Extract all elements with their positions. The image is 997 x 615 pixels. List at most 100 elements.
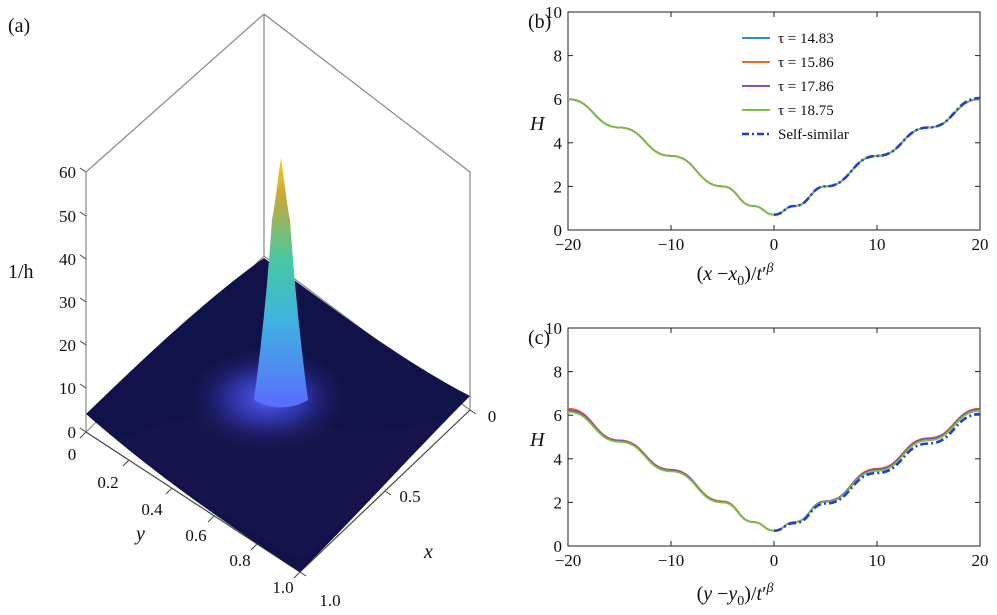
ytick-label-b-1: 2 bbox=[554, 177, 563, 196]
z-tick-0: 0 bbox=[68, 423, 87, 442]
plot-area-c bbox=[567, 327, 981, 547]
z-tick-60: 60 bbox=[59, 163, 87, 182]
y-tick-1.0: 1.0 bbox=[272, 571, 301, 597]
x-axis: 0 0.5 1.0 x bbox=[299, 407, 497, 610]
svg-text:τ = 18.75: τ = 18.75 bbox=[778, 103, 834, 119]
series-line-c-1 bbox=[567, 407, 981, 532]
xtick-label-c-1: −10 bbox=[658, 551, 685, 570]
x-axis-label: x bbox=[423, 541, 433, 563]
svg-text:40: 40 bbox=[59, 250, 76, 269]
z-tick-50: 50 bbox=[59, 207, 87, 226]
series-line-b-4 bbox=[773, 96, 981, 216]
z-tick-40: 40 bbox=[59, 250, 87, 269]
series-line-c-0 bbox=[567, 408, 981, 532]
lines-b bbox=[567, 96, 981, 216]
ytick-label-b-2: 4 bbox=[554, 134, 563, 153]
y-tick-0.2: 0.2 bbox=[97, 459, 130, 492]
ytick-label-c-1: 2 bbox=[554, 493, 563, 512]
axis-ylabel-b: H bbox=[529, 113, 546, 135]
z-tick-10: 10 bbox=[59, 379, 87, 398]
series-line-b-0 bbox=[567, 98, 981, 216]
svg-text:1.0: 1.0 bbox=[319, 591, 340, 610]
series-line-b-2 bbox=[567, 98, 981, 216]
axis-ylabel-c: H bbox=[529, 429, 546, 451]
z-tick-30: 30 bbox=[59, 293, 87, 312]
legend-entry-tau3: τ = 17.86 bbox=[742, 79, 834, 95]
ytick-label-b-4: 8 bbox=[554, 47, 563, 66]
svg-text:0.5: 0.5 bbox=[399, 487, 420, 506]
ticks-c: −20 −10 0 10 20 0 2 4 6 8 10 bbox=[545, 319, 989, 570]
svg-text:50: 50 bbox=[59, 207, 76, 226]
svg-text:τ = 14.83: τ = 14.83 bbox=[778, 31, 834, 47]
ytick-label-c-5: 10 bbox=[545, 319, 562, 338]
axis-xlabel-c: (y −y0)/t′β bbox=[697, 581, 774, 609]
series-line-c-4 bbox=[773, 412, 981, 532]
box-edge-front-y bbox=[85, 431, 301, 573]
series-line-c-3 bbox=[567, 409, 981, 532]
xtick-label-c-4: 20 bbox=[972, 551, 989, 570]
y-tick-0.8: 0.8 bbox=[229, 543, 258, 570]
svg-text:1.0: 1.0 bbox=[272, 578, 293, 597]
panel-a-label: (a) bbox=[8, 15, 30, 37]
y-tick-0: 0 bbox=[68, 431, 87, 464]
svg-text:τ = 17.86: τ = 17.86 bbox=[778, 79, 834, 95]
ytick-label-c-4: 8 bbox=[554, 363, 563, 382]
legend-b: τ = 14.83 τ = 15.86 τ = 17.86 τ = 18.75 … bbox=[742, 31, 849, 143]
z-axis: 0 10 20 30 40 50 60 1/h bbox=[8, 163, 87, 442]
axis-xlabel-b: (x −x0)/t′β bbox=[697, 261, 774, 289]
xtick-label-b-0: −20 bbox=[555, 235, 582, 254]
legend-entry-tau1: τ = 14.83 bbox=[742, 31, 834, 47]
xtick-label-b-1: −10 bbox=[658, 235, 685, 254]
z-tick-20: 20 bbox=[59, 336, 87, 355]
y-tick-0.4: 0.4 bbox=[141, 487, 173, 519]
legend-entry-self-similar: Self-similar bbox=[742, 127, 849, 143]
xtick-label-b-3: 10 bbox=[869, 235, 886, 254]
ytick-label-b-0: 0 bbox=[554, 221, 563, 240]
x-tick-0: 0 bbox=[469, 407, 497, 426]
legend-entry-tau4: τ = 18.75 bbox=[742, 103, 834, 119]
svg-text:30: 30 bbox=[59, 293, 76, 312]
ytick-label-b-5: 10 bbox=[545, 3, 562, 22]
ytick-label-c-2: 4 bbox=[554, 450, 563, 469]
y-axis: 0 0.2 0.4 0.6 0.8 1.0 y bbox=[68, 431, 301, 597]
z-axis-label: 1/h bbox=[8, 261, 34, 283]
xtick-label-b-2: 0 bbox=[770, 235, 779, 254]
ytick-label-b-3: 6 bbox=[554, 90, 563, 109]
surface-spike bbox=[254, 158, 308, 408]
lines-c bbox=[567, 407, 981, 532]
plot-area-b bbox=[567, 11, 981, 231]
series-line-b-3 bbox=[567, 98, 981, 216]
panel-c: (c) −20 −10 0 10 20 0 2 4 6 8 10 H (y −y0)/t′β bbox=[528, 319, 989, 609]
surface-shading bbox=[120, 411, 440, 560]
surface bbox=[86, 158, 470, 572]
svg-text:10: 10 bbox=[59, 379, 76, 398]
panel-b: (b) −20 −10 0 10 20 0 2 4 6 8 10 H (x −x0)/t′β τ =… bbox=[528, 3, 989, 289]
xtick-label-c-3: 10 bbox=[869, 551, 886, 570]
box-edge-top-right bbox=[263, 13, 471, 173]
x-tick-1.0: 1.0 bbox=[299, 571, 341, 610]
y-axis-label: y bbox=[134, 523, 145, 545]
ytick-label-c-3: 6 bbox=[554, 406, 563, 425]
svg-text:0.8: 0.8 bbox=[229, 551, 250, 570]
xtick-label-b-4: 20 bbox=[972, 235, 989, 254]
ticks-b: −20 −10 0 10 20 0 2 4 6 8 10 bbox=[545, 3, 989, 254]
box-edge-top-left bbox=[85, 13, 265, 173]
svg-text:τ = 15.86: τ = 15.86 bbox=[778, 55, 834, 71]
svg-text:0: 0 bbox=[488, 407, 497, 426]
svg-text:20: 20 bbox=[59, 336, 76, 355]
svg-text:0.2: 0.2 bbox=[97, 473, 118, 492]
y-tick-0.6: 0.6 bbox=[185, 515, 215, 545]
series-line-b-1 bbox=[567, 98, 981, 216]
svg-text:Self-similar: Self-similar bbox=[778, 127, 849, 143]
panel-b-label: (b) bbox=[528, 11, 551, 33]
svg-text:60: 60 bbox=[59, 163, 76, 182]
ytick-label-c-0: 0 bbox=[554, 537, 563, 556]
series-line-c-2 bbox=[567, 408, 981, 532]
panel-a: (a) 0 10 20 30 40 50 60 bbox=[8, 13, 497, 610]
svg-text:0.4: 0.4 bbox=[141, 500, 163, 519]
panel-c-label: (c) bbox=[528, 327, 550, 349]
xtick-label-c-2: 0 bbox=[770, 551, 779, 570]
xtick-label-c-0: −20 bbox=[555, 551, 582, 570]
svg-text:0: 0 bbox=[68, 423, 77, 442]
